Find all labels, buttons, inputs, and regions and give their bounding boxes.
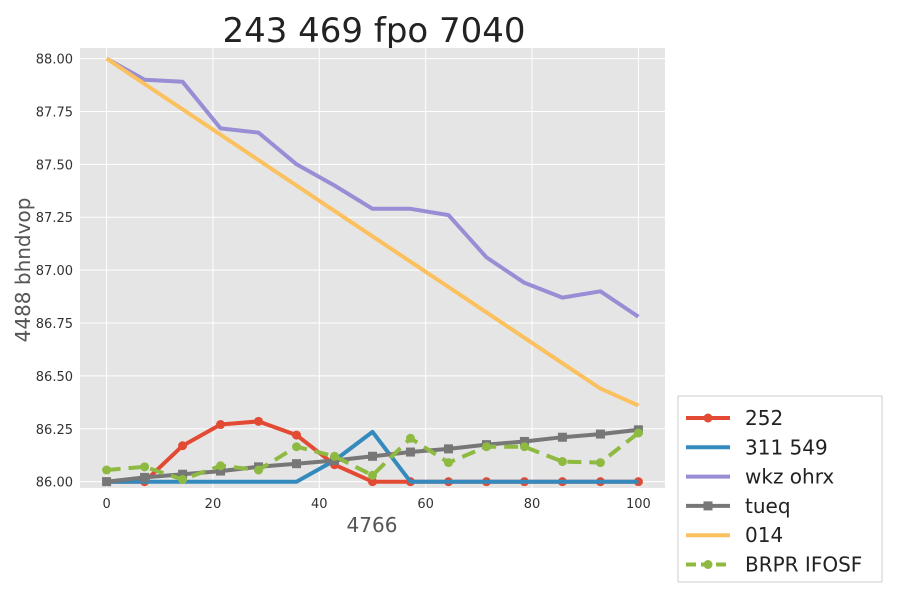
legend-label-wkz-ohrx: wkz ohrx (745, 465, 834, 489)
data-point (368, 477, 377, 487)
x-tick-label: 40 (311, 497, 328, 512)
data-point (633, 428, 643, 438)
data-point (216, 466, 226, 476)
series-line-wkz-ohrx (105, 56, 640, 319)
data-point (216, 420, 226, 430)
data-point (443, 444, 453, 454)
plot-area (80, 48, 665, 488)
data-point (443, 458, 453, 468)
legend-box (677, 395, 883, 583)
data-point (481, 442, 491, 452)
legend-label-014: 014 (745, 523, 783, 547)
data-point (557, 457, 567, 467)
y-tick-label: 86.50 (36, 370, 73, 385)
y-tick-label: 86.75 (36, 317, 73, 332)
series-line-brpr-ifosf (106, 431, 640, 482)
legend-marker (703, 501, 713, 511)
data-point (330, 451, 340, 461)
y-tick-label: 87.50 (36, 158, 73, 173)
data-point (178, 475, 188, 485)
data-point (595, 458, 605, 468)
y-tick-label: 86.25 (36, 423, 73, 438)
y-tick-label: 88.00 (36, 53, 73, 68)
chart-title: 243 469 fpo 7040 (222, 11, 525, 51)
data-point (292, 442, 302, 452)
y-axis-ticks: 86.00 86.25 86.50 86.75 87.00 87.25 87.50 87.75… (36, 53, 73, 491)
data-point (102, 477, 112, 487)
y-tick-label: 87.25 (36, 211, 73, 226)
data-point (216, 461, 226, 471)
x-tick-label: 20 (205, 497, 222, 512)
data-point (178, 469, 188, 479)
x-tick-label: 0 (102, 497, 110, 512)
y-axis-label: 4488 bhndvop (11, 198, 35, 343)
legend-label-252: 252 (745, 406, 783, 430)
data-point (519, 442, 529, 452)
data-point (178, 441, 188, 451)
data-point (557, 432, 567, 442)
legend-marker (703, 413, 713, 423)
data-point (368, 451, 377, 461)
y-tick-label: 86.00 (36, 476, 73, 491)
x-axis-label: 4766 (347, 513, 398, 537)
legend-label-brpr-ifosf: BRPR IFOSF (745, 553, 862, 577)
series-lines (102, 56, 643, 487)
data-point (405, 433, 415, 443)
y-tick-label: 87.75 (36, 105, 73, 120)
data-point (519, 436, 529, 446)
x-axis-ticks: 0 20 40 60 80 100 (102, 497, 650, 512)
legend-label-311-549: 311 549 (745, 435, 828, 459)
x-tick-label: 100 (626, 497, 651, 512)
data-point (140, 462, 150, 472)
series-line-014 (105, 56, 640, 408)
data-point (102, 465, 112, 475)
data-point (595, 429, 605, 439)
data-point (405, 447, 415, 457)
data-point (292, 430, 302, 440)
data-point (633, 477, 643, 487)
data-point (292, 459, 302, 469)
x-tick-label: 80 (524, 497, 541, 512)
data-point (254, 416, 264, 426)
legend-label-tueq: tueq (745, 494, 791, 518)
data-point (368, 470, 377, 480)
legend-marker (703, 560, 713, 569)
series-line-311-549 (106, 429, 639, 484)
x-tick-label: 60 (417, 497, 434, 512)
data-point (254, 465, 264, 475)
y-tick-label: 87.00 (36, 264, 73, 279)
legend: 252 311 549 wkz ohrx tueq 014 BRPR IFOSF (677, 395, 883, 583)
data-point (140, 472, 150, 482)
